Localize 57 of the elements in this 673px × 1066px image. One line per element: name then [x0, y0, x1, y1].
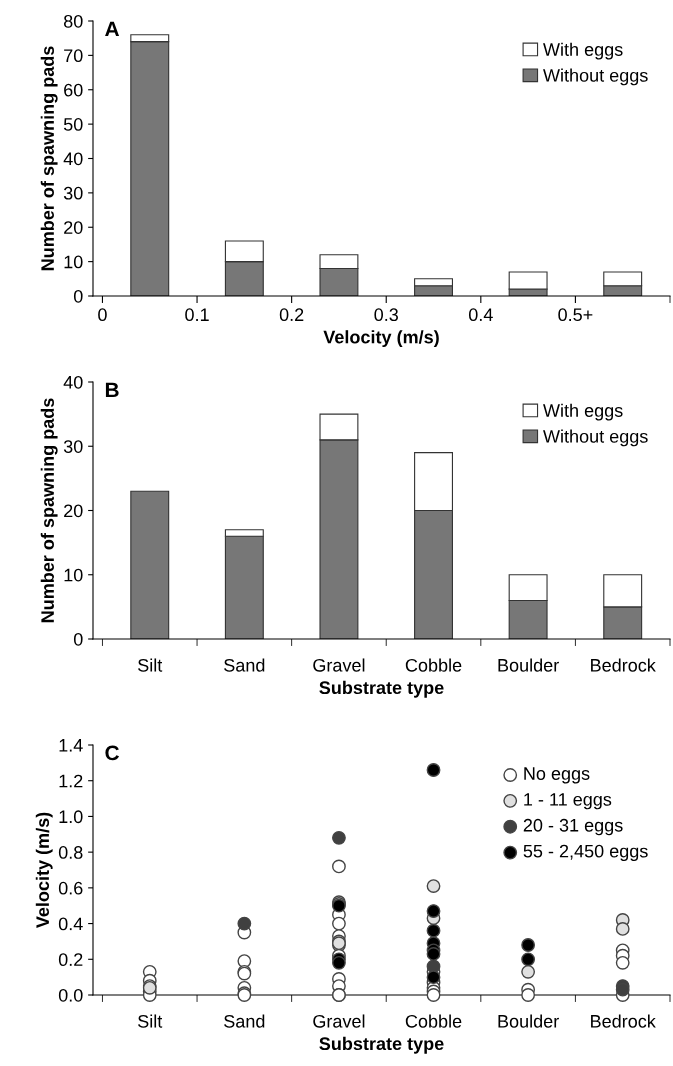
y-tick-label: 1.2	[59, 774, 83, 788]
y-tick-label: 20	[64, 504, 83, 518]
y-tick-label: 40	[63, 152, 83, 166]
annotation: A	[105, 21, 120, 37]
x-tick-label: Boulder	[498, 1014, 559, 1028]
y-tick-label: 0.2	[58, 953, 83, 967]
x-axis-title: Substrate type	[319, 680, 444, 698]
x-axis-title: Velocity (m/s)	[323, 330, 439, 348]
y-tick-label: 0	[73, 289, 83, 303]
y-tick-label: 20	[64, 221, 83, 234]
x-tick-label: Cobble	[405, 1014, 462, 1028]
y-tick-label: 60	[64, 83, 83, 97]
legend-label: With eggs	[543, 403, 623, 421]
y-tick-label: 10	[64, 255, 83, 269]
y-axis-title: Velocity (m/s)	[35, 812, 53, 929]
legend-label: With eggs	[543, 42, 623, 60]
annotation: B	[105, 382, 119, 398]
x-tick-label: 0.4	[468, 308, 493, 322]
y-tick-label: 0.6	[58, 881, 83, 895]
x-axis-title: Substrate type	[319, 1036, 444, 1054]
x-tick-label: Silt	[138, 1014, 163, 1028]
x-tick-label: Silt	[138, 658, 163, 672]
x-tick-label: Cobble	[405, 658, 462, 672]
y-tick-label: 80	[63, 14, 83, 28]
y-tick-label: 0	[73, 632, 83, 646]
x-tick-label: 0.1	[185, 308, 209, 322]
x-tick-label: Gravel	[313, 1014, 365, 1028]
x-tick-label: Sand	[224, 1014, 265, 1028]
legend-label: 20 - 31 eggs	[523, 818, 623, 836]
x-tick-label: 0	[98, 308, 107, 322]
x-tick-label: 0.3	[374, 308, 398, 322]
y-tick-label: 30	[63, 186, 83, 200]
y-tick-label: 1.0	[59, 810, 83, 824]
y-tick-label: 10	[64, 568, 83, 582]
x-tick-label: Gravel	[313, 658, 365, 672]
y-tick-label: 50	[63, 118, 83, 131]
y-tick-label: 0.0	[58, 988, 83, 1002]
x-tick-label: 0.2	[279, 308, 304, 322]
y-tick-label: 0.8	[58, 846, 83, 859]
annotation: C	[105, 745, 120, 761]
y-tick-label: 70	[64, 49, 83, 63]
y-tick-label: 30	[63, 440, 83, 453]
y-axis-title: Number of spawning pads	[40, 46, 58, 271]
x-tick-label: Bedrock	[591, 1014, 656, 1028]
legend-label: 1 - 11 eggs	[524, 793, 612, 810]
x-tick-label: Sand	[224, 658, 265, 672]
y-axis-title: Number of spawning pads	[40, 398, 58, 623]
legend-label: No eggs	[524, 767, 590, 784]
legend-label: Without eggs	[543, 429, 648, 447]
x-tick-label: Boulder	[498, 658, 559, 672]
y-tick-label: 1.4	[59, 739, 83, 752]
y-tick-label: 40	[63, 375, 83, 389]
legend-label: 55 - 2,450 eggs	[523, 844, 648, 862]
y-tick-label: 0.4	[58, 917, 83, 931]
x-tick-label: Bedrock	[591, 658, 656, 672]
legend-label: Without eggs	[543, 68, 648, 86]
x-tick-label: 0.5+	[558, 308, 593, 322]
